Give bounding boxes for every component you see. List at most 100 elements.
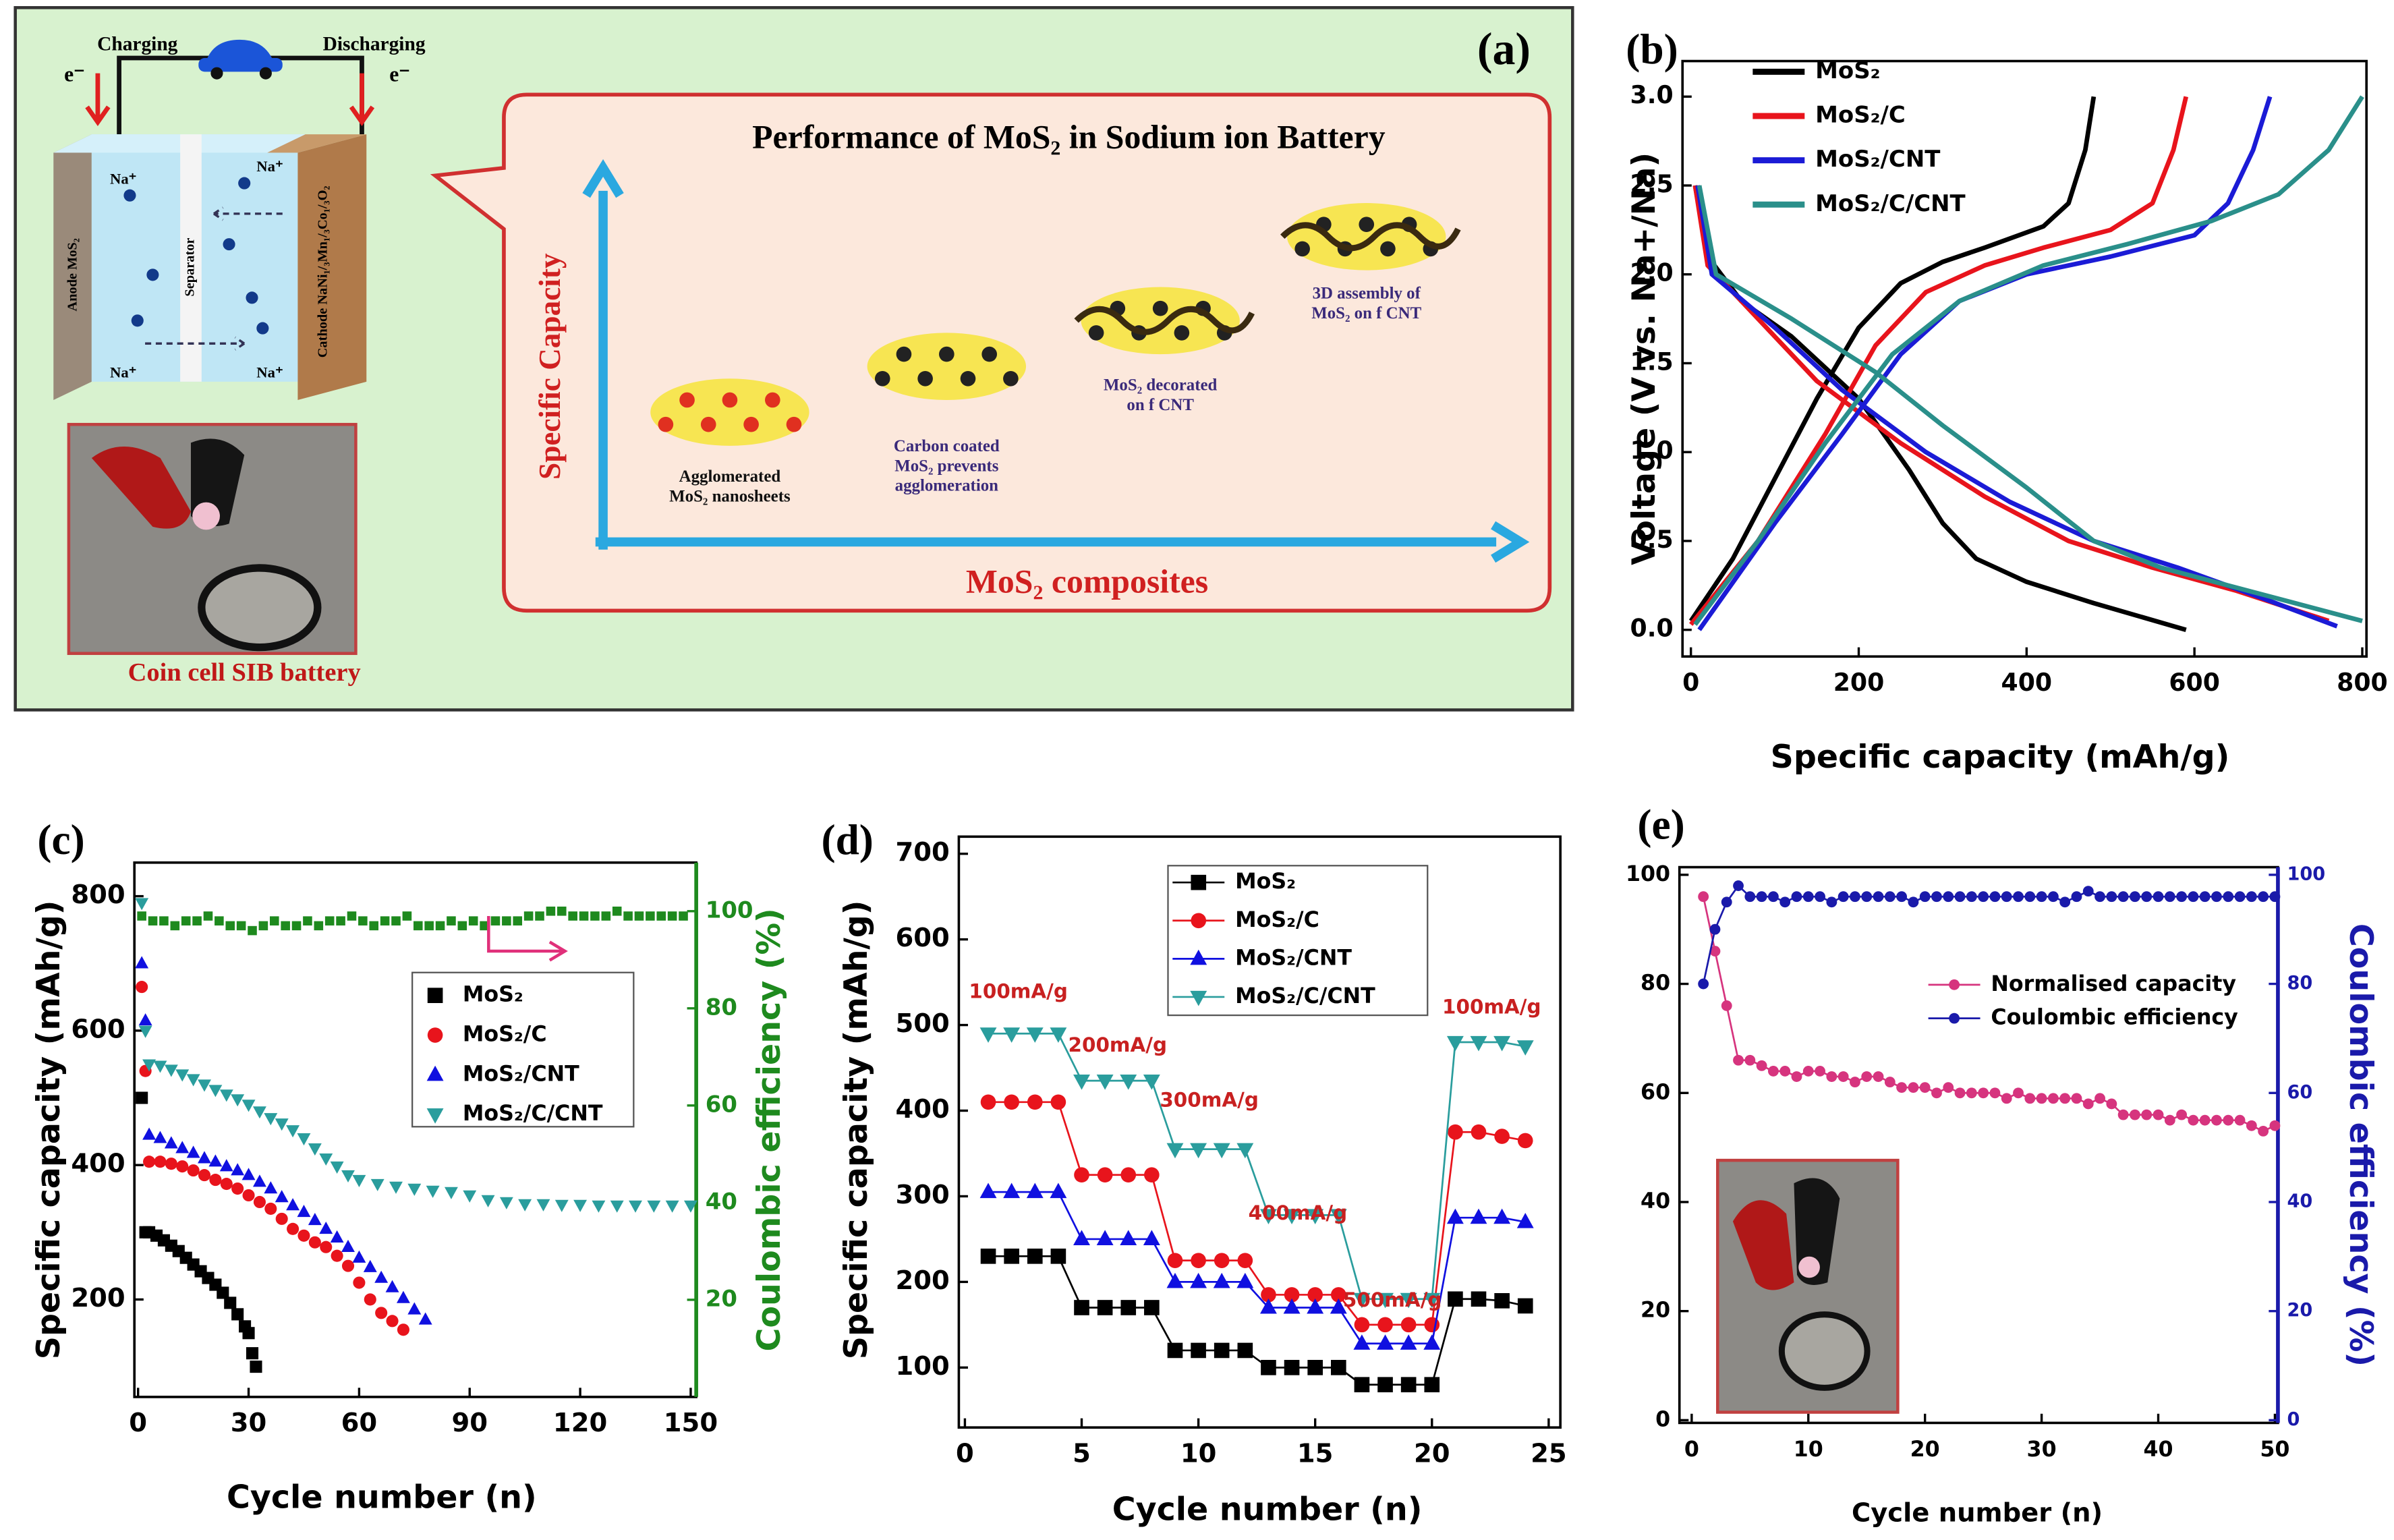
marker: [1144, 1300, 1160, 1315]
marker: [457, 921, 467, 931]
marker: [137, 911, 146, 921]
marker: [1850, 891, 1860, 903]
marker: [2024, 891, 2036, 903]
marker: [427, 988, 443, 1003]
marker: [407, 1183, 422, 1196]
marker: [1837, 891, 1849, 903]
marker: [447, 916, 456, 925]
marker: [396, 1290, 410, 1303]
marker: [1004, 1094, 1019, 1110]
marker: [1027, 1248, 1043, 1264]
y-tick-label: 100: [1626, 862, 1670, 886]
series-line: [988, 1191, 1526, 1345]
x-tick-label: 5: [1073, 1438, 1091, 1468]
marker: [546, 906, 556, 916]
marker: [407, 1302, 422, 1315]
marker: [2258, 891, 2269, 903]
marker: [246, 1347, 259, 1360]
marker: [186, 1074, 200, 1087]
marker: [336, 916, 345, 925]
marker: [1919, 891, 1931, 903]
marker: [252, 1174, 266, 1187]
marker: [389, 1181, 403, 1194]
marker: [1908, 896, 1919, 908]
marker: [490, 916, 501, 925]
marker: [2141, 891, 2153, 903]
x-tick-label: 0: [956, 1438, 974, 1468]
marker: [1978, 891, 1989, 903]
y-tick-label: 2.5: [1630, 169, 1674, 198]
marker: [1330, 1209, 1347, 1224]
stage-star: [960, 370, 976, 387]
marker: [1756, 1060, 1767, 1071]
annotation: 500mA/g: [1343, 1288, 1442, 1311]
y-tick-label: 1.0: [1630, 436, 1674, 465]
y2-tick-label: 80: [2287, 973, 2313, 994]
marker: [1074, 1167, 1089, 1183]
y-tick-label: 700: [896, 837, 950, 867]
marker: [170, 921, 180, 931]
y-tick-label: 3.0: [1630, 80, 1674, 109]
stage-star: [1174, 325, 1190, 341]
marker: [1284, 1287, 1300, 1303]
marker: [444, 1187, 458, 1199]
marker: [426, 1065, 444, 1081]
marker: [380, 916, 390, 925]
marker: [1861, 1071, 1873, 1082]
marker: [175, 1141, 190, 1153]
marker: [1919, 1082, 1931, 1093]
marker: [1494, 1129, 1510, 1144]
marker: [1213, 1272, 1230, 1288]
legend-label: MoS₂/C: [463, 1023, 547, 1047]
marker: [1213, 1143, 1230, 1159]
marker: [264, 1113, 278, 1126]
y-tick-label: 60: [1641, 1080, 1670, 1104]
x-tick-label: 50: [2260, 1437, 2289, 1462]
marker: [2223, 1114, 2234, 1126]
marker: [1284, 1360, 1300, 1375]
marker: [1120, 1300, 1137, 1315]
marker: [1260, 1298, 1277, 1314]
marker: [979, 1182, 997, 1199]
marker: [1143, 1075, 1160, 1090]
marker: [1307, 1287, 1323, 1303]
marker: [225, 921, 235, 931]
marker: [665, 1200, 679, 1213]
marker: [1167, 1253, 1183, 1268]
y2-tick-label: 60: [2287, 1082, 2313, 1103]
marker: [2106, 891, 2117, 903]
y2-tick-label: 100: [706, 896, 753, 923]
marker: [1446, 1035, 1464, 1052]
marker: [375, 1307, 388, 1319]
y-tick-label: 400: [71, 1149, 125, 1179]
marker: [1791, 891, 1802, 903]
x-tick-label: 400: [2001, 668, 2053, 697]
marker: [1260, 1209, 1277, 1224]
marker: [554, 1199, 569, 1212]
marker: [557, 906, 567, 916]
marker: [2130, 1109, 2140, 1120]
marker: [219, 1089, 233, 1102]
marker: [386, 1315, 399, 1328]
marker: [330, 1161, 344, 1174]
marker: [231, 1163, 245, 1176]
marker: [136, 981, 148, 994]
marker: [314, 921, 324, 931]
marker: [679, 911, 688, 921]
stage-star: [764, 392, 780, 408]
x-tick-label: 60: [341, 1408, 378, 1438]
x-axis-title: Cycle number (n): [1852, 1498, 2103, 1529]
marker: [1120, 1167, 1137, 1183]
y-tick-label: 40: [1641, 1189, 1670, 1214]
marker: [2106, 1098, 2117, 1110]
marker: [1166, 1272, 1184, 1288]
marker: [2199, 891, 2211, 903]
electron-label: e⁻: [389, 62, 410, 86]
marker: [1003, 1182, 1021, 1199]
stage-cluster: [867, 333, 1027, 400]
marker: [2082, 1098, 2094, 1110]
stage-star: [1359, 217, 1375, 233]
inset-clip: [1732, 1200, 1794, 1290]
x-tick-label: 30: [231, 1408, 267, 1438]
